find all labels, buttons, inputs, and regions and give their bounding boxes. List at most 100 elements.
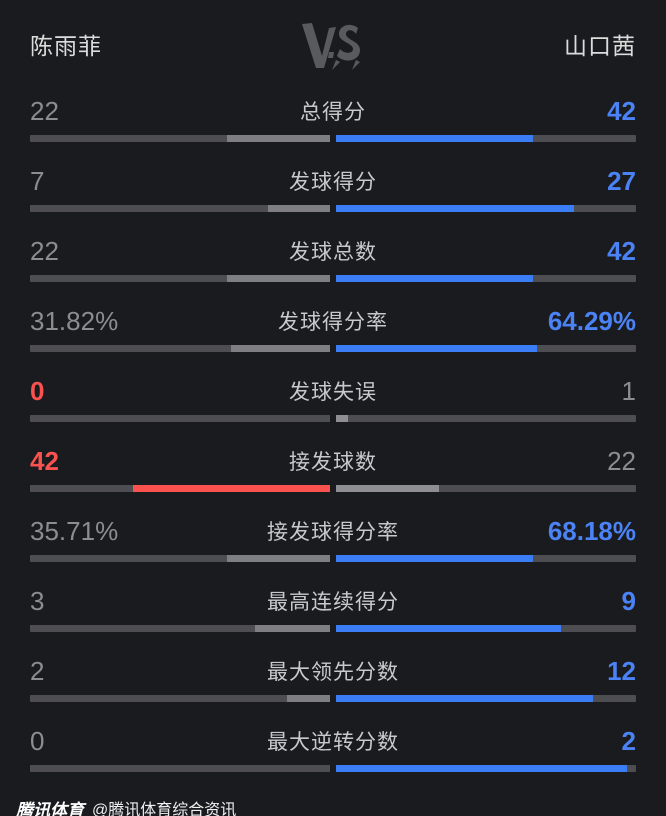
- stat-line: 3 最高连续得分 9: [30, 578, 636, 624]
- stat-row: 22 总得分 42: [30, 88, 636, 158]
- stat-bar: [30, 274, 636, 283]
- match-header: 陈雨菲 山口茜: [0, 0, 666, 88]
- stat-bar-left-track: [30, 765, 330, 772]
- stat-label: 最大领先分数: [267, 661, 399, 684]
- stat-bar: [30, 414, 636, 423]
- stat-value-right: 64.29%: [547, 306, 636, 336]
- stat-bar-right-fill: [336, 345, 537, 352]
- stat-bar: [30, 344, 636, 353]
- stat-bar-left-track: [30, 415, 330, 422]
- stat-label: 最高连续得分: [267, 591, 399, 614]
- stat-value-right: 27: [607, 166, 636, 196]
- stat-row: 0 发球失误 1: [30, 368, 636, 438]
- stat-row: 2 最大领先分数 12: [30, 648, 636, 718]
- stat-row: 7 发球得分 27: [30, 158, 636, 228]
- stat-bar-left-fill: [226, 555, 330, 562]
- stat-bar-right-fill: [336, 625, 561, 632]
- stat-value-left: 7: [30, 166, 45, 196]
- stat-bar-right-fill: [336, 205, 575, 212]
- stat-bar-left-fill: [268, 205, 330, 212]
- stat-bar-left-track: [30, 555, 330, 562]
- stat-value-right: 2: [621, 726, 636, 756]
- stat-bar-left-track: [30, 205, 330, 212]
- stat-row: 22 发球总数 42: [30, 228, 636, 298]
- account-handle: @腾讯体育综合资讯: [92, 802, 237, 816]
- player-name-right: 山口茜: [564, 33, 636, 59]
- stat-bar-right-fill: [336, 765, 627, 772]
- stat-value-right: 22: [607, 446, 636, 476]
- stat-bar-left-fill: [226, 135, 330, 142]
- stat-value-left: 35.71%: [30, 516, 119, 546]
- stat-label: 发球得分: [289, 171, 377, 194]
- stat-bar: [30, 694, 636, 703]
- stat-value-left: 22: [30, 236, 59, 266]
- stat-bar-left-track: [30, 135, 330, 142]
- stat-value-right: 1: [621, 376, 636, 406]
- stat-bar-left-fill: [226, 275, 330, 282]
- stat-value-left: 0: [30, 726, 45, 756]
- stat-bar-left-track: [30, 485, 330, 492]
- stat-label: 发球得分率: [278, 311, 388, 334]
- stat-line: 7 发球得分 27: [30, 158, 636, 204]
- stat-line: 31.82% 发球得分率 64.29%: [30, 298, 636, 344]
- stat-line: 2 最大领先分数 12: [30, 648, 636, 694]
- stat-label: 总得分: [300, 101, 366, 124]
- footer-watermark: 腾讯体育 @腾讯体育综合资讯: [0, 788, 666, 816]
- vs-brush-logo-icon: [288, 13, 378, 75]
- stat-bar-left-track: [30, 695, 330, 702]
- stat-value-left: 31.82%: [30, 306, 119, 336]
- stat-value-right: 9: [621, 586, 636, 616]
- stat-label: 接发球数: [289, 451, 377, 474]
- stat-value-left: 22: [30, 96, 59, 126]
- brand-logo-text: 腾讯体育: [16, 800, 84, 816]
- stat-bar-left-track: [30, 625, 330, 632]
- stat-bar-left-track: [30, 345, 330, 352]
- stat-bar-right-fill: [336, 485, 440, 492]
- stat-line: 42 接发球数 22: [30, 438, 636, 484]
- stat-value-left: 0: [30, 376, 45, 406]
- stat-bar-right-fill: [336, 135, 533, 142]
- stat-row: 3 最高连续得分 9: [30, 578, 636, 648]
- stat-label: 最大逆转分数: [267, 731, 399, 754]
- stat-bar-right-track: [336, 555, 636, 562]
- stat-bar-right-fill: [336, 695, 594, 702]
- stat-bar-right-track: [336, 625, 636, 632]
- player-name-left: 陈雨菲: [30, 33, 102, 59]
- stat-bar-left-fill: [133, 485, 330, 492]
- stat-bar-right-track: [336, 345, 636, 352]
- stat-value-right: 42: [607, 236, 636, 266]
- stat-value-left: 42: [30, 446, 59, 476]
- stat-value-right: 42: [607, 96, 636, 126]
- stat-value-left: 3: [30, 586, 45, 616]
- stat-line: 22 发球总数 42: [30, 228, 636, 274]
- stat-line: 22 总得分 42: [30, 88, 636, 134]
- stat-bar-left-fill: [255, 625, 330, 632]
- stat-line: 0 最大逆转分数 2: [30, 718, 636, 764]
- stat-row: 35.71% 接发球得分率 68.18%: [30, 508, 636, 578]
- stat-bar: [30, 624, 636, 633]
- stat-value-right: 68.18%: [547, 516, 636, 546]
- stat-bar-left-fill: [287, 695, 330, 702]
- stats-list: 22 总得分 42 7 发球得分 27 22 发球总数 42 31.82% 发球得分率 64.29% 0…: [0, 88, 666, 788]
- stat-bar-right-fill: [336, 415, 348, 422]
- stat-bar-right-track: [336, 205, 636, 212]
- stat-bar-left-fill: [230, 345, 330, 352]
- stat-bar: [30, 204, 636, 213]
- stat-row: 0 最大逆转分数 2: [30, 718, 636, 788]
- stat-label: 发球总数: [289, 241, 377, 264]
- stat-bar-right-track: [336, 415, 636, 422]
- stat-value-left: 2: [30, 656, 45, 686]
- stat-bar-right-fill: [336, 275, 533, 282]
- stat-label: 接发球得分率: [267, 521, 399, 544]
- stat-bar: [30, 554, 636, 563]
- stat-bar: [30, 134, 636, 143]
- stat-bar-right-track: [336, 765, 636, 772]
- stat-bar-right-track: [336, 135, 636, 142]
- stat-row: 42 接发球数 22: [30, 438, 636, 508]
- stat-line: 0 发球失误 1: [30, 368, 636, 414]
- stat-bar-left-track: [30, 275, 330, 282]
- stat-row: 31.82% 发球得分率 64.29%: [30, 298, 636, 368]
- stat-bar-right-fill: [336, 555, 533, 562]
- stat-bar-right-track: [336, 695, 636, 702]
